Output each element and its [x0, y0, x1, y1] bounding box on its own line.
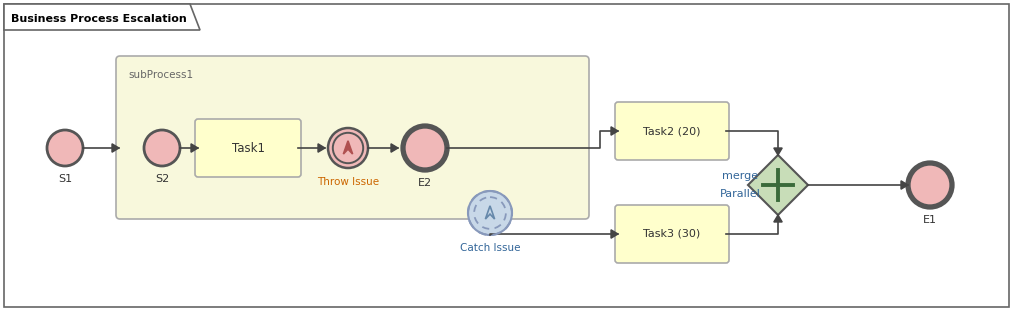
- Text: Task3 (30): Task3 (30): [643, 229, 701, 239]
- Ellipse shape: [403, 126, 447, 170]
- FancyBboxPatch shape: [4, 4, 1009, 307]
- Text: S1: S1: [58, 174, 72, 184]
- Polygon shape: [112, 144, 119, 152]
- Text: E2: E2: [418, 178, 433, 188]
- Text: Catch Issue: Catch Issue: [460, 243, 521, 253]
- Polygon shape: [191, 144, 198, 152]
- Polygon shape: [611, 230, 618, 238]
- Text: Parallel: Parallel: [719, 189, 761, 199]
- Polygon shape: [318, 144, 325, 152]
- Ellipse shape: [908, 163, 952, 207]
- Text: S2: S2: [155, 174, 169, 184]
- FancyBboxPatch shape: [116, 56, 589, 219]
- Text: subProcess1: subProcess1: [128, 70, 193, 80]
- Ellipse shape: [144, 130, 180, 166]
- FancyBboxPatch shape: [194, 119, 301, 177]
- Text: Task2 (20): Task2 (20): [643, 126, 701, 136]
- Polygon shape: [391, 144, 398, 152]
- Ellipse shape: [328, 128, 368, 168]
- Ellipse shape: [333, 133, 364, 163]
- Polygon shape: [4, 4, 200, 30]
- Polygon shape: [774, 148, 782, 155]
- Polygon shape: [343, 141, 353, 154]
- FancyBboxPatch shape: [615, 205, 729, 263]
- FancyBboxPatch shape: [615, 102, 729, 160]
- Text: Task1: Task1: [232, 142, 264, 155]
- Polygon shape: [901, 181, 908, 189]
- Polygon shape: [748, 155, 808, 215]
- Text: E1: E1: [923, 215, 937, 225]
- Text: merge: merge: [722, 171, 758, 181]
- Polygon shape: [774, 215, 782, 222]
- Polygon shape: [611, 127, 618, 135]
- Text: Business Process Escalation: Business Process Escalation: [11, 14, 186, 24]
- Text: Throw Issue: Throw Issue: [317, 177, 379, 187]
- Ellipse shape: [47, 130, 83, 166]
- Ellipse shape: [468, 191, 512, 235]
